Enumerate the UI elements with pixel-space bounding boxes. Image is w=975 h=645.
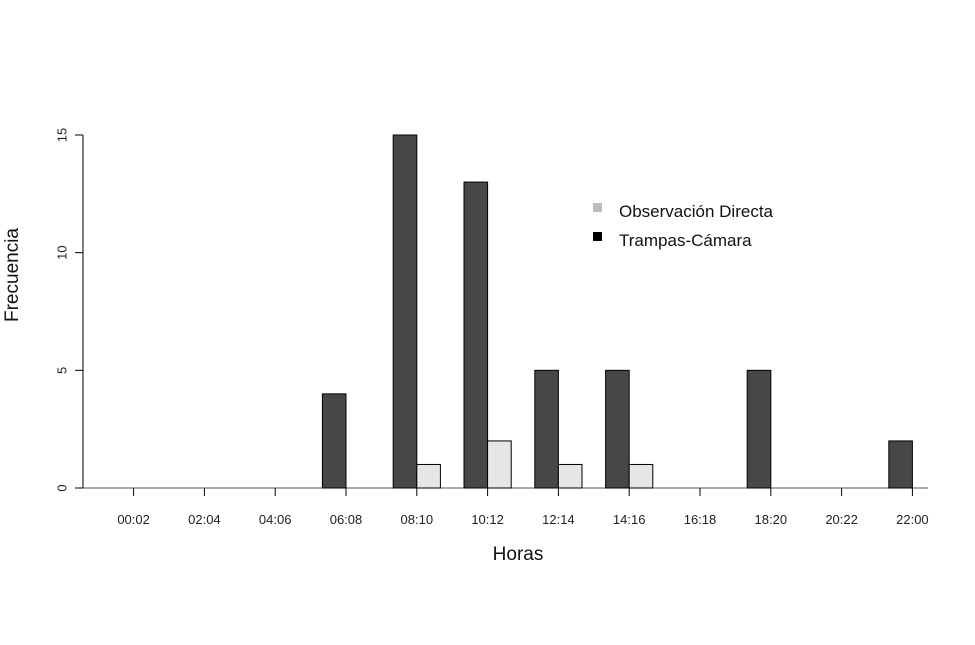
x-tick-label: 06:08: [330, 512, 363, 527]
x-tick-label: 00:02: [117, 512, 150, 527]
bar-observacion-directa-1012: [487, 440, 512, 489]
bar-trampas-camara-1416: [605, 369, 630, 489]
bar-trampas-camara-2200: [888, 440, 913, 489]
x-tick-label: 12:14: [542, 512, 575, 527]
x-axis: 00:02 02:04 04:06 06:08 08:10 10:12 12:14 14:16…: [83, 487, 929, 527]
bar-observacion-directa-1416: [628, 463, 654, 489]
x-tick-label: 22:00: [896, 512, 929, 527]
y-tick-label: 0: [55, 484, 70, 491]
x-tick-label: 20:22: [825, 512, 858, 527]
y-tick-label: 15: [55, 128, 70, 142]
y-tick-label: 5: [55, 367, 70, 374]
bars: [321, 134, 913, 489]
bar-trampas-camara-1012: [463, 181, 489, 489]
x-tick-label: 02:04: [188, 512, 221, 527]
x-tick-label: 08:10: [401, 512, 434, 527]
bar-observacion-directa-1214: [557, 463, 583, 489]
bar-observacion-directa-0810: [416, 463, 441, 489]
legend: Observación Directa Trampas-Cámara: [593, 202, 774, 250]
legend-label-observacion-directa: Observación Directa: [619, 202, 774, 221]
bar-trampas-camara-1820: [746, 369, 772, 489]
x-tick-label: 16:18: [684, 512, 717, 527]
legend-swatch-observacion-directa: [593, 203, 602, 212]
bar-trampas-camara-1214: [534, 369, 559, 489]
bar-trampas-camara-0810: [392, 134, 418, 489]
y-axis-title: Frecuencia: [2, 228, 23, 322]
x-axis-title: Horas: [493, 544, 544, 565]
y-tick-label: 10: [55, 245, 70, 259]
x-tick-label: 14:16: [613, 512, 646, 527]
bar-trampas-camara-0608: [321, 393, 347, 489]
x-tick-label: 18:20: [755, 512, 788, 527]
x-tick-label: 10:12: [471, 512, 504, 527]
x-tick-label: 04:06: [259, 512, 292, 527]
legend-label-trampas-camara: Trampas-Cámara: [619, 231, 752, 250]
y-axis: 0 5 10 15: [55, 128, 84, 492]
legend-swatch-trampas-camara: [593, 232, 602, 241]
